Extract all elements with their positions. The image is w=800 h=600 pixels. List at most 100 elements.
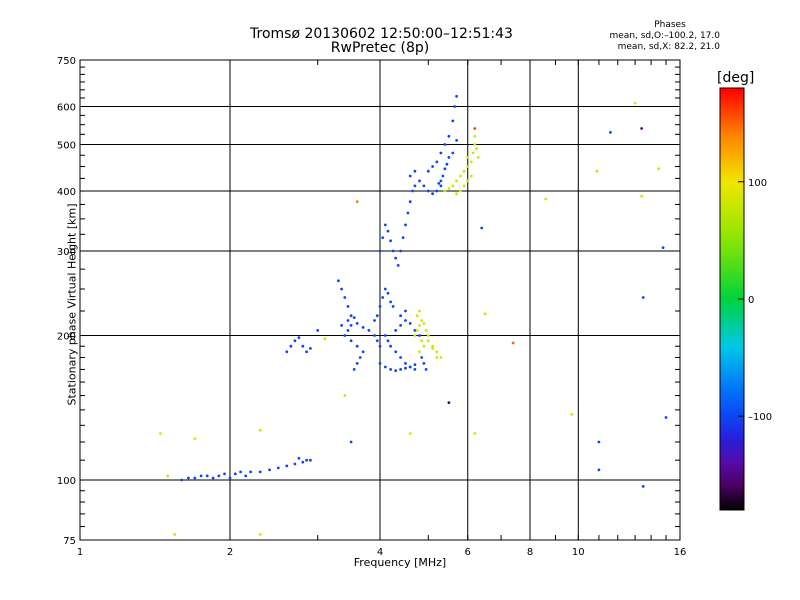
y-tick-label: 200 (57, 332, 76, 343)
colorbar: 100 0 –100 (719, 87, 772, 511)
data-point-o (199, 474, 203, 478)
data-point-x (420, 339, 424, 343)
data-point-o (404, 309, 407, 313)
data-point-o (373, 334, 376, 337)
data-point-x (418, 309, 421, 313)
data-point-x (439, 356, 443, 359)
data-point-o (309, 458, 312, 462)
data-point-x (418, 350, 421, 354)
data-point-o (180, 478, 184, 482)
data-point-o (383, 223, 387, 227)
data-point-o (239, 470, 243, 474)
data-point-o (316, 329, 320, 332)
data-point-x (258, 533, 262, 536)
data-point-x (443, 189, 447, 193)
data-point-o (413, 329, 417, 332)
data-point-o (431, 165, 434, 168)
x-tick-label: 8 (527, 547, 533, 558)
data-point-x (408, 432, 412, 435)
data-point-o (597, 468, 601, 472)
data-point-x (323, 337, 327, 341)
data-point-o (435, 189, 439, 193)
data-point-o (349, 314, 353, 318)
data-point-o (193, 476, 197, 480)
data-point-o (447, 134, 451, 138)
phase-statistics: Phases mean, sd,O:–100.2, 17.0 mean, sd,… (590, 20, 721, 53)
data-point-x (159, 432, 162, 435)
data-point-o (664, 416, 668, 419)
data-point-o (394, 256, 398, 260)
data-point-o (297, 336, 301, 339)
data-point-o (455, 94, 458, 98)
data-point-o (443, 143, 447, 146)
data-point-x (420, 319, 424, 322)
data-point-o (406, 211, 410, 215)
data-point-o (293, 462, 297, 466)
data-point-x (343, 394, 347, 397)
data-point-o (305, 350, 308, 354)
data-point-o (453, 105, 457, 108)
data-point-o (381, 236, 385, 240)
data-point-o (386, 291, 390, 295)
data-point-o (389, 239, 392, 243)
data-point-o (424, 368, 428, 371)
data-point-o (394, 350, 398, 354)
data-point-o (447, 156, 451, 159)
stats-line-x: mean, sd,X: 82.2, 21.0 (617, 42, 720, 52)
data-point-o (268, 468, 271, 472)
data-point-o (418, 334, 421, 337)
x-tick-label: 10 (572, 547, 585, 558)
data-point-o (367, 329, 371, 332)
data-point-o (343, 334, 347, 337)
data-point-o (352, 316, 356, 319)
data-point-o (445, 162, 449, 166)
data-point-o (361, 350, 365, 354)
data-point-o (391, 249, 395, 253)
chart-title-line1: Tromsø 20130602 12:50:00–12:51:43 (250, 26, 513, 42)
data-point-x (426, 339, 430, 343)
data-point-o (420, 356, 424, 359)
data-point-o (455, 139, 458, 142)
data-points (159, 94, 668, 536)
grid-lines (80, 60, 680, 540)
data-point-o (383, 334, 387, 337)
chart-title-line2: RwPretec (8p) (330, 40, 430, 56)
data-point-o (355, 322, 359, 325)
data-point-o (343, 296, 347, 299)
data-point-x (455, 192, 458, 196)
outlier-point (473, 127, 477, 130)
data-point-o (375, 339, 379, 343)
data-point-o (355, 362, 359, 365)
data-point-o (394, 369, 398, 372)
data-point-o (396, 264, 400, 267)
data-point-o (597, 440, 601, 444)
data-point-o (422, 362, 426, 365)
outlier-point (447, 401, 451, 404)
data-point-o (418, 179, 421, 183)
data-point-o (386, 339, 390, 343)
data-point-o (309, 347, 312, 350)
outlier-point (355, 200, 359, 204)
data-point-o (349, 324, 353, 327)
data-point-o (451, 151, 455, 155)
data-point-x (258, 428, 262, 432)
colorbar-tick-label: –100 (748, 412, 772, 423)
data-point-o (349, 440, 353, 444)
data-point-x (473, 143, 477, 146)
x-tick-label: 2 (227, 547, 233, 558)
data-point-o (386, 229, 390, 233)
data-point-x (173, 533, 177, 536)
colorbar-tick-label: 0 (748, 295, 754, 306)
data-point-x (455, 179, 458, 183)
data-point-o (439, 184, 443, 188)
data-point-o (349, 339, 353, 343)
data-point-x (451, 184, 455, 188)
data-point-o (297, 456, 301, 460)
y-tick-label: 750 (57, 56, 76, 67)
data-point-o (439, 179, 443, 183)
data-point-o (401, 236, 405, 240)
data-point-o (244, 474, 248, 478)
data-point-o (408, 322, 412, 325)
data-point-o (641, 296, 645, 299)
data-point-o (276, 466, 280, 470)
